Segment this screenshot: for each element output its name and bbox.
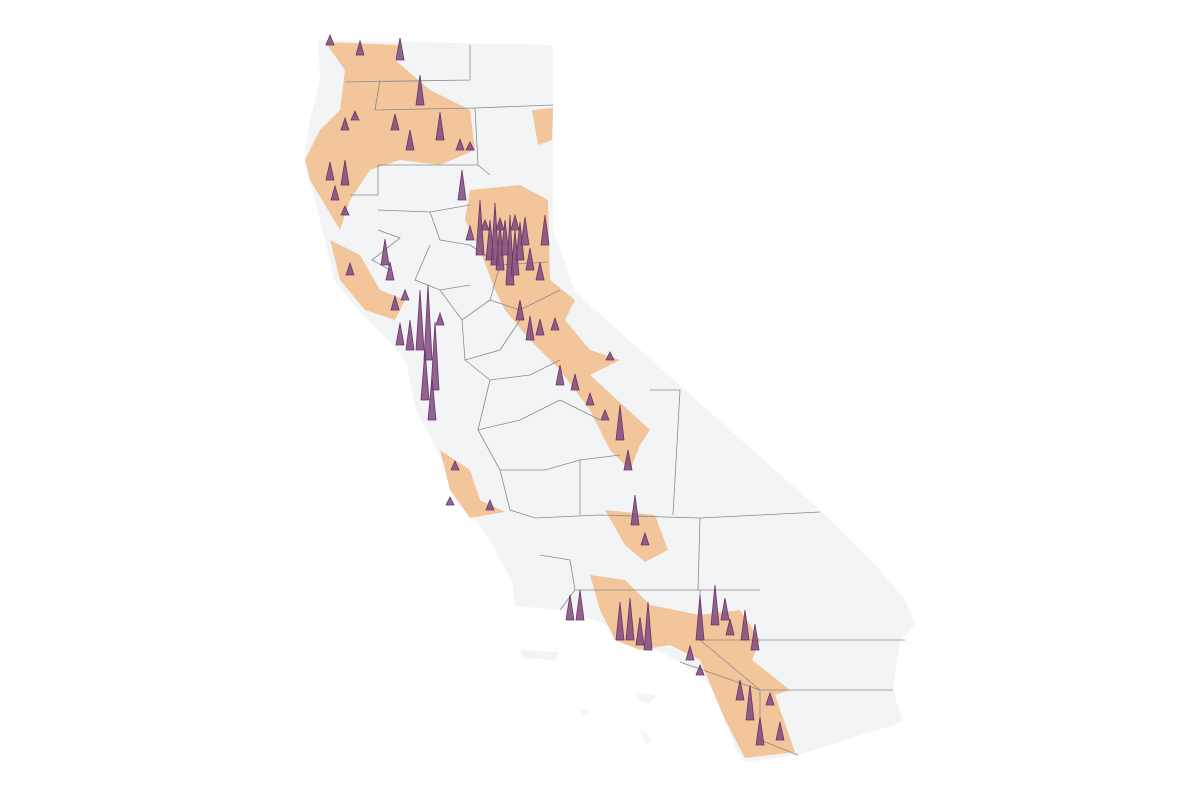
spike	[435, 111, 445, 141]
spike	[380, 238, 390, 266]
spike	[640, 531, 650, 546]
spike	[465, 141, 475, 151]
spike	[535, 261, 545, 281]
spike	[585, 391, 595, 406]
spike	[725, 618, 735, 636]
spike	[340, 159, 350, 186]
zone	[605, 510, 668, 562]
spike	[710, 584, 720, 626]
spike	[740, 609, 750, 641]
spike	[400, 288, 410, 301]
spike	[405, 319, 415, 351]
spike	[775, 721, 785, 741]
spike	[415, 74, 425, 106]
spike-layer	[325, 33, 785, 746]
spike	[615, 404, 625, 441]
spike	[450, 460, 460, 471]
county-lines	[344, 45, 905, 756]
spike	[325, 161, 335, 181]
spike	[495, 216, 505, 231]
spike	[685, 644, 695, 661]
spike	[510, 213, 520, 231]
spike	[635, 616, 645, 646]
spike	[615, 601, 625, 641]
spike	[395, 37, 405, 61]
spike	[395, 322, 405, 346]
spike	[570, 373, 580, 391]
spike	[485, 498, 495, 511]
spike	[490, 202, 500, 266]
spike	[457, 169, 467, 201]
spike	[565, 594, 575, 621]
spike	[390, 113, 400, 131]
spike	[520, 216, 530, 246]
spike	[755, 716, 765, 746]
zone	[330, 240, 405, 320]
spike	[540, 214, 550, 246]
spike	[750, 623, 760, 651]
spike	[745, 684, 755, 721]
spike	[630, 494, 640, 526]
spike	[427, 377, 437, 421]
spike	[480, 218, 490, 231]
zone	[532, 108, 553, 145]
island	[520, 650, 560, 660]
spike	[405, 129, 415, 151]
spike	[350, 110, 360, 121]
spike	[340, 116, 350, 131]
spike	[515, 299, 525, 321]
spike	[500, 219, 510, 256]
spike	[455, 137, 465, 151]
spike	[605, 351, 615, 361]
spike	[525, 247, 535, 271]
spike	[355, 39, 365, 56]
spike	[330, 184, 340, 201]
spike	[430, 321, 440, 391]
spike	[340, 205, 350, 216]
spike	[415, 289, 425, 351]
spike	[385, 261, 395, 281]
island	[578, 708, 590, 716]
spike	[643, 601, 653, 651]
spike	[600, 408, 610, 421]
county-line	[344, 45, 905, 756]
spike	[325, 33, 335, 46]
spike	[525, 315, 535, 341]
spike	[420, 349, 430, 401]
island	[636, 692, 656, 704]
spike	[765, 691, 775, 706]
spike	[720, 597, 730, 621]
spike	[555, 364, 565, 386]
spike	[625, 597, 635, 641]
spike	[535, 318, 545, 336]
spike	[465, 224, 475, 241]
spike	[390, 294, 400, 311]
spike	[575, 589, 585, 621]
spike	[435, 311, 445, 326]
spike	[445, 496, 455, 506]
spike	[550, 316, 560, 331]
spike	[695, 594, 705, 641]
spike	[345, 261, 355, 276]
spike	[623, 449, 633, 471]
spike	[423, 284, 433, 361]
island	[640, 728, 652, 744]
spike	[735, 679, 745, 701]
spike	[695, 663, 705, 676]
